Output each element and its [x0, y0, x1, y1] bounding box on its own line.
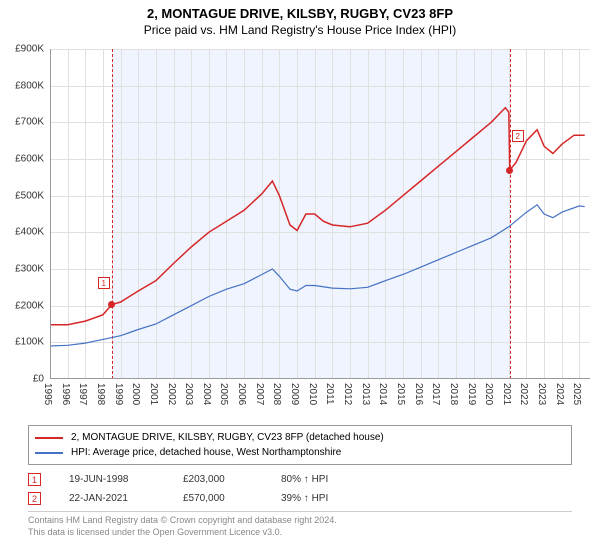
- x-tick-label: 2009: [289, 383, 300, 405]
- x-tick-label: 2007: [254, 383, 265, 405]
- y-tick-label: £800K: [15, 80, 44, 91]
- x-tick-label: 2019: [466, 383, 477, 405]
- y-tick-label: £200K: [15, 300, 44, 311]
- plot-area: 12: [50, 49, 590, 379]
- x-tick-label: 2022: [518, 383, 529, 405]
- x-tick-label: 2011: [324, 383, 335, 405]
- x-tick-label: 1995: [42, 383, 53, 405]
- divider: [28, 511, 572, 512]
- sale-marker-1-icon: 1: [28, 473, 41, 486]
- x-tick-label: 2020: [483, 383, 494, 405]
- legend-row-series1: 2, MONTAGUE DRIVE, KILSBY, RUGBY, CV23 8…: [35, 430, 565, 445]
- chart-title: 2, MONTAGUE DRIVE, KILSBY, RUGBY, CV23 8…: [0, 0, 600, 21]
- sale-marker-2-icon: 2: [28, 492, 41, 505]
- x-tick-label: 2006: [236, 383, 247, 405]
- y-tick-label: £300K: [15, 264, 44, 275]
- x-tick-label: 2005: [218, 383, 229, 405]
- footer-attribution: Contains HM Land Registry data © Crown c…: [28, 514, 572, 538]
- chart-subtitle: Price paid vs. HM Land Registry's House …: [0, 21, 600, 41]
- x-tick-label: 2001: [148, 383, 159, 405]
- legend-row-series2: HPI: Average price, detached house, West…: [35, 445, 565, 460]
- marker-label-2: 2: [512, 130, 524, 142]
- sale-row-2: 2 22-JAN-2021 £570,000 39% ↑ HPI: [28, 492, 572, 505]
- x-tick-label: 2004: [201, 383, 212, 405]
- footer-line-2: This data is licensed under the Open Gov…: [28, 526, 572, 538]
- sale-price-1: £203,000: [183, 474, 253, 485]
- x-tick-label: 2002: [166, 383, 177, 405]
- x-tick-label: 1998: [95, 383, 106, 405]
- x-tick-label: 2012: [342, 383, 353, 405]
- x-tick-label: 2014: [377, 383, 388, 405]
- x-tick-label: 2021: [501, 383, 512, 405]
- legend-label-2: HPI: Average price, detached house, West…: [71, 445, 341, 460]
- legend-swatch-1: [35, 437, 63, 439]
- sale-date-1: 19-JUN-1998: [69, 474, 155, 485]
- x-tick-label: 1999: [113, 383, 124, 405]
- y-tick-label: £700K: [15, 117, 44, 128]
- x-tick-label: 2016: [413, 383, 424, 405]
- marker-dot-2: [506, 167, 513, 174]
- x-tick-label: 2003: [183, 383, 194, 405]
- legend-swatch-2: [35, 452, 63, 454]
- legend-box: 2, MONTAGUE DRIVE, KILSBY, RUGBY, CV23 8…: [28, 425, 572, 465]
- x-tick-label: 2017: [430, 383, 441, 405]
- sale-price-2: £570,000: [183, 493, 253, 504]
- sales-table: 1 19-JUN-1998 £203,000 80% ↑ HPI 2 22-JA…: [28, 473, 572, 505]
- y-axis-labels: £0£100K£200K£300K£400K£500K£600K£700K£80…: [0, 49, 48, 379]
- legend-label-1: 2, MONTAGUE DRIVE, KILSBY, RUGBY, CV23 8…: [71, 430, 384, 445]
- x-tick-label: 1996: [60, 383, 71, 405]
- y-axis-line: [50, 49, 51, 379]
- series-price_paid: [50, 108, 585, 325]
- chart-lines: [50, 49, 590, 379]
- x-axis-labels: 1995199619971998199920002001200220032004…: [50, 381, 590, 421]
- x-tick-label: 2024: [554, 383, 565, 405]
- sale-date-2: 22-JAN-2021: [69, 493, 155, 504]
- series-hpi: [50, 205, 585, 346]
- sale-delta-2: 39% ↑ HPI: [281, 493, 361, 504]
- chart-container: £0£100K£200K£300K£400K£500K£600K£700K£80…: [0, 41, 600, 421]
- y-tick-label: £500K: [15, 190, 44, 201]
- y-tick-label: £900K: [15, 44, 44, 55]
- x-tick-label: 2025: [571, 383, 582, 405]
- x-tick-label: 2015: [395, 383, 406, 405]
- y-tick-label: £600K: [15, 154, 44, 165]
- x-tick-label: 2023: [536, 383, 547, 405]
- footer-line-1: Contains HM Land Registry data © Crown c…: [28, 514, 572, 526]
- x-tick-label: 2018: [448, 383, 459, 405]
- sale-delta-1: 80% ↑ HPI: [281, 474, 361, 485]
- y-tick-label: £100K: [15, 337, 44, 348]
- x-tick-label: 2010: [307, 383, 318, 405]
- x-tick-label: 2013: [360, 383, 371, 405]
- x-tick-label: 2008: [271, 383, 282, 405]
- sale-row-1: 1 19-JUN-1998 £203,000 80% ↑ HPI: [28, 473, 572, 486]
- marker-label-1: 1: [98, 277, 110, 289]
- y-tick-label: £400K: [15, 227, 44, 238]
- x-tick-label: 1997: [77, 383, 88, 405]
- x-tick-label: 2000: [130, 383, 141, 405]
- x-axis-line: [50, 378, 590, 379]
